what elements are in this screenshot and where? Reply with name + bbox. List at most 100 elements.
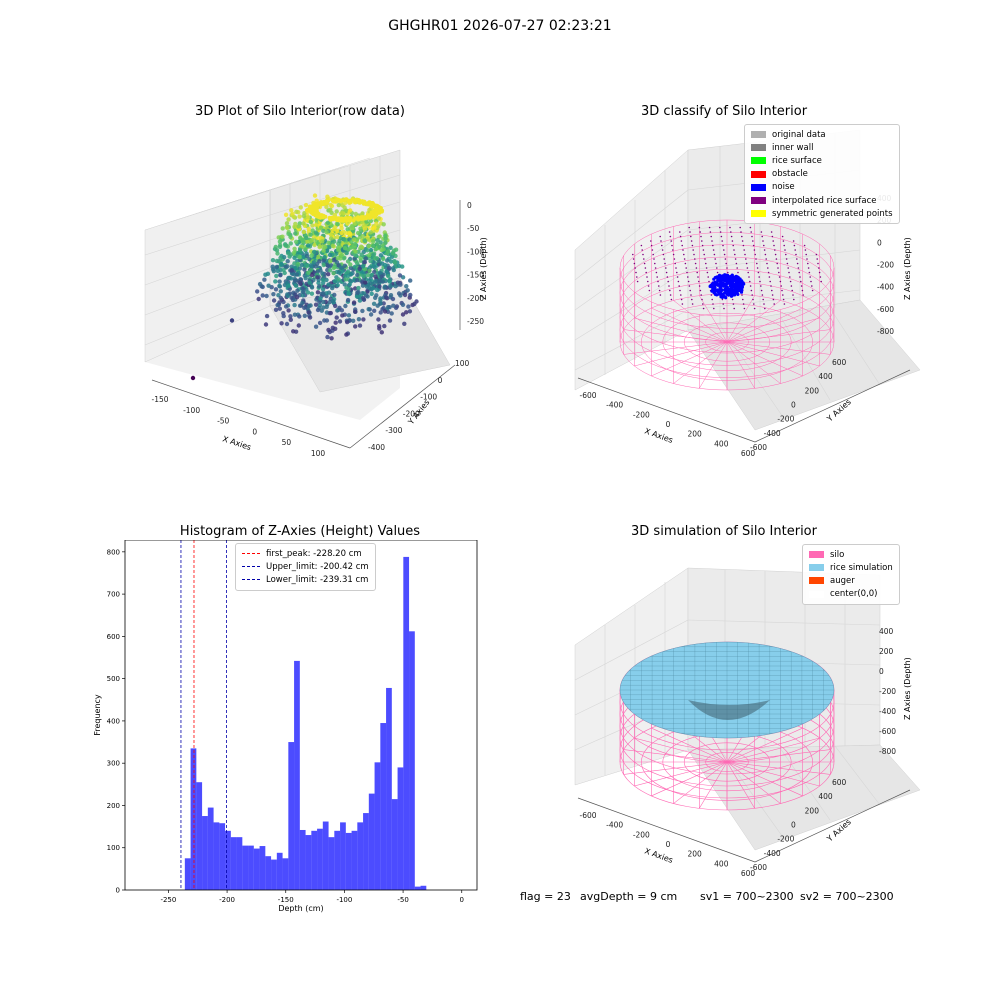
panel1-point	[273, 279, 278, 284]
panel1-z-tick-label: -50	[467, 224, 479, 233]
panel1-point	[346, 313, 352, 318]
panel1-point	[396, 291, 402, 296]
footer-flag: flag = 23	[520, 890, 571, 903]
histogram-bar	[391, 799, 398, 890]
interpolated-surface-point	[679, 235, 682, 238]
panel1-point	[370, 285, 376, 291]
silo-floor-line	[726, 307, 803, 343]
panel4-title: 3D simulation of Silo Interior	[631, 524, 817, 539]
interpolated-surface-point	[673, 258, 676, 260]
panel1-point	[373, 295, 378, 300]
interpolated-surface-point	[712, 244, 714, 247]
panel1-point	[281, 267, 286, 273]
interpolated-surface-point	[723, 307, 725, 310]
panel1-point	[387, 279, 392, 284]
panel1-point	[382, 323, 387, 329]
interpolated-surface-point	[657, 280, 659, 283]
panel4-legend-swatch	[809, 564, 824, 572]
panel1-point	[327, 252, 333, 258]
panel1-point	[364, 219, 369, 224]
histogram-x-tick-label: -250	[160, 896, 176, 904]
grid-line	[574, 229, 689, 311]
interpolated-surface-point	[654, 262, 656, 265]
panel1-point	[291, 250, 297, 255]
panel1-point	[373, 274, 378, 279]
panel1-point	[345, 297, 351, 303]
noise-point	[739, 290, 744, 294]
panel1-point	[300, 300, 305, 305]
interpolated-surface-point	[694, 262, 697, 265]
interpolated-surface-point	[719, 226, 721, 229]
interpolated-surface-point	[815, 253, 818, 256]
interpolated-surface-point	[804, 249, 807, 251]
interpolated-surface-point	[765, 258, 767, 260]
interpolated-surface-point	[771, 294, 774, 296]
interpolated-surface-point	[752, 240, 754, 242]
noise-point	[733, 293, 737, 297]
interpolated-surface-point	[767, 271, 770, 274]
panel1-point	[335, 229, 340, 234]
panel1-point	[325, 220, 331, 225]
noise-point	[720, 276, 725, 280]
interpolated-surface-point	[766, 262, 768, 265]
interpolated-surface-point	[744, 253, 746, 256]
panel1-point	[344, 332, 349, 337]
panel2-legend-swatch	[751, 170, 766, 178]
histogram-bar	[236, 837, 243, 890]
interpolated-surface-point	[710, 235, 712, 238]
panel1-point	[340, 313, 345, 318]
interpolated-surface-point	[678, 285, 680, 287]
panel1-point	[301, 255, 306, 260]
interpolated-surface-point	[758, 276, 760, 278]
panel1-point	[374, 256, 380, 261]
footer-sv1: sv1 = 700~2300	[700, 890, 794, 903]
panel1-point	[329, 336, 334, 341]
noise-point	[740, 286, 744, 290]
interpolated-surface-point	[732, 244, 734, 247]
panel1-point	[311, 260, 316, 265]
panel1-point	[292, 302, 297, 308]
panel1-point	[407, 309, 413, 314]
panel1-point	[365, 248, 370, 253]
silo-floor-line	[726, 295, 755, 343]
histogram-y-tick-label: 600	[107, 633, 120, 641]
grid-line	[574, 309, 689, 371]
noise-point	[727, 287, 731, 291]
panel1-point	[318, 296, 323, 301]
panel1-point	[310, 228, 315, 233]
interpolated-surface-point	[730, 235, 733, 238]
panel1-point	[303, 276, 308, 281]
panel1-point	[351, 237, 357, 242]
panel2-y-tick-label: 0	[791, 401, 796, 410]
panel4-legend-swatch	[809, 590, 824, 598]
grid-line	[244, 157, 371, 199]
interpolated-surface-point	[710, 294, 713, 296]
panel4-x-tick-label: 600	[741, 869, 756, 878]
panel1-point	[382, 285, 387, 290]
histogram-bar	[420, 885, 427, 890]
panel1-point	[283, 304, 289, 309]
panel2-x-tick-label: 600	[741, 449, 756, 458]
panel1-point	[294, 209, 299, 214]
panel4-x-tick-label: 0	[666, 840, 671, 849]
grid-line	[144, 214, 271, 256]
noise-point	[717, 290, 721, 294]
interpolated-surface-point	[680, 240, 683, 242]
interpolated-surface-point	[772, 240, 774, 242]
histogram-bar	[311, 830, 318, 890]
interpolated-surface-point	[751, 235, 753, 238]
panel1-point	[262, 277, 267, 282]
panel1-point	[286, 308, 291, 313]
panel1-z-tick-label: -150	[467, 271, 484, 280]
panel2-y-tick-label: 200	[805, 386, 820, 395]
interpolated-surface-point	[788, 271, 790, 274]
silo-floor-line	[623, 341, 728, 355]
interpolated-surface-point	[783, 244, 785, 247]
panel1-point	[335, 234, 340, 240]
panel1-point	[368, 230, 373, 235]
interpolated-surface-point	[723, 253, 726, 256]
panel1-point	[342, 205, 347, 210]
panel2-z-tick-label: -800	[877, 327, 894, 336]
interpolated-surface-point	[786, 262, 789, 265]
panel1-y-tick-label: -100	[420, 393, 437, 402]
